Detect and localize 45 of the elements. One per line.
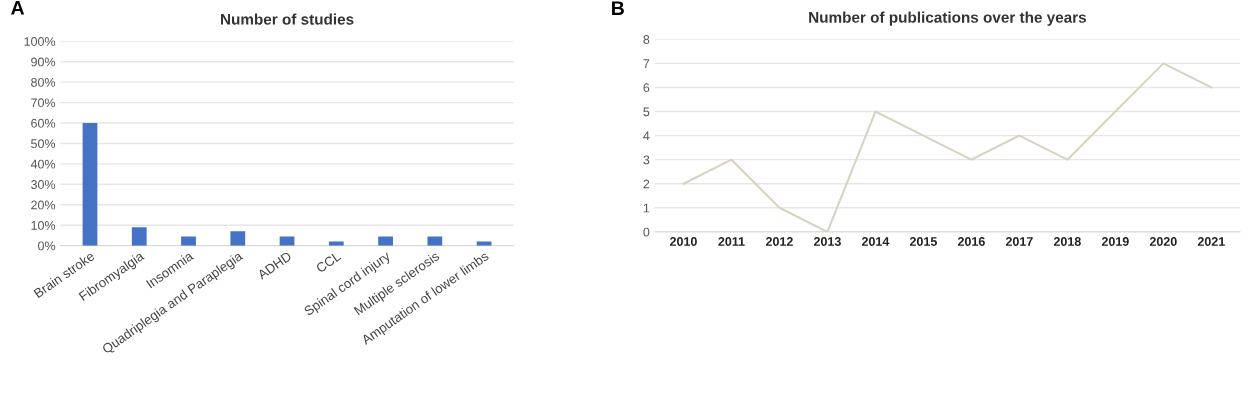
text: A (11, 1, 25, 15)
y-tick-label: 40% (30, 159, 56, 169)
line-series (682, 62, 1213, 232)
x-tick-label: 2014 (861, 237, 890, 246)
bar (230, 231, 246, 246)
y-tick-label: 100% (24, 37, 56, 46)
y-tick-label: 3 (643, 155, 650, 165)
y-tick-label: 60% (31, 118, 56, 128)
bar (427, 236, 443, 246)
x-tick-label: 2016 (957, 237, 985, 246)
bar (279, 236, 295, 246)
y-tick-label: 7 (643, 59, 650, 68)
y-tick-label: 0 (643, 227, 650, 237)
y-tick-label: 90% (31, 57, 56, 67)
y-tick-label: 1 (643, 203, 650, 213)
y-tick-label: 0% (37, 241, 56, 251)
y-tick-label: 80% (31, 77, 56, 87)
x-tick-label: 2013 (813, 237, 841, 246)
y-tick-label: 30% (31, 180, 56, 189)
chart-title: Number of studies (221, 13, 354, 25)
y-tick-label: 70% (31, 98, 56, 108)
x-tick-label: 2011 (718, 237, 745, 246)
text: B (612, 1, 624, 15)
bar (378, 236, 393, 246)
y-tick-label: 8 (643, 35, 650, 44)
y-tick-label: 2 (643, 179, 650, 189)
bar (131, 227, 147, 246)
x-tick-label: 2017 (1005, 237, 1033, 246)
y-tick-label: 20% (31, 200, 56, 210)
bar (82, 123, 98, 246)
chart-title: Number of publications over the years (809, 11, 1087, 26)
x-tick-label: CCL (315, 251, 342, 274)
x-tick-label: 2021 (1197, 237, 1225, 246)
x-tick-label: 2015 (909, 237, 937, 246)
y-tick-label: 10% (31, 220, 56, 230)
x-tick-label: 2020 (1149, 237, 1177, 246)
x-tick-label: 2010 (670, 237, 697, 246)
bar (181, 236, 196, 246)
x-tick-label: 2019 (1101, 237, 1129, 246)
y-tick-label: 4 (643, 131, 650, 141)
y-tick-label: 5 (643, 107, 650, 117)
y-tick-label: 50% (31, 139, 56, 149)
x-tick-label: 2018 (1053, 237, 1081, 246)
y-tick-label: 6 (643, 83, 650, 93)
x-tick-label: 2012 (765, 237, 793, 246)
